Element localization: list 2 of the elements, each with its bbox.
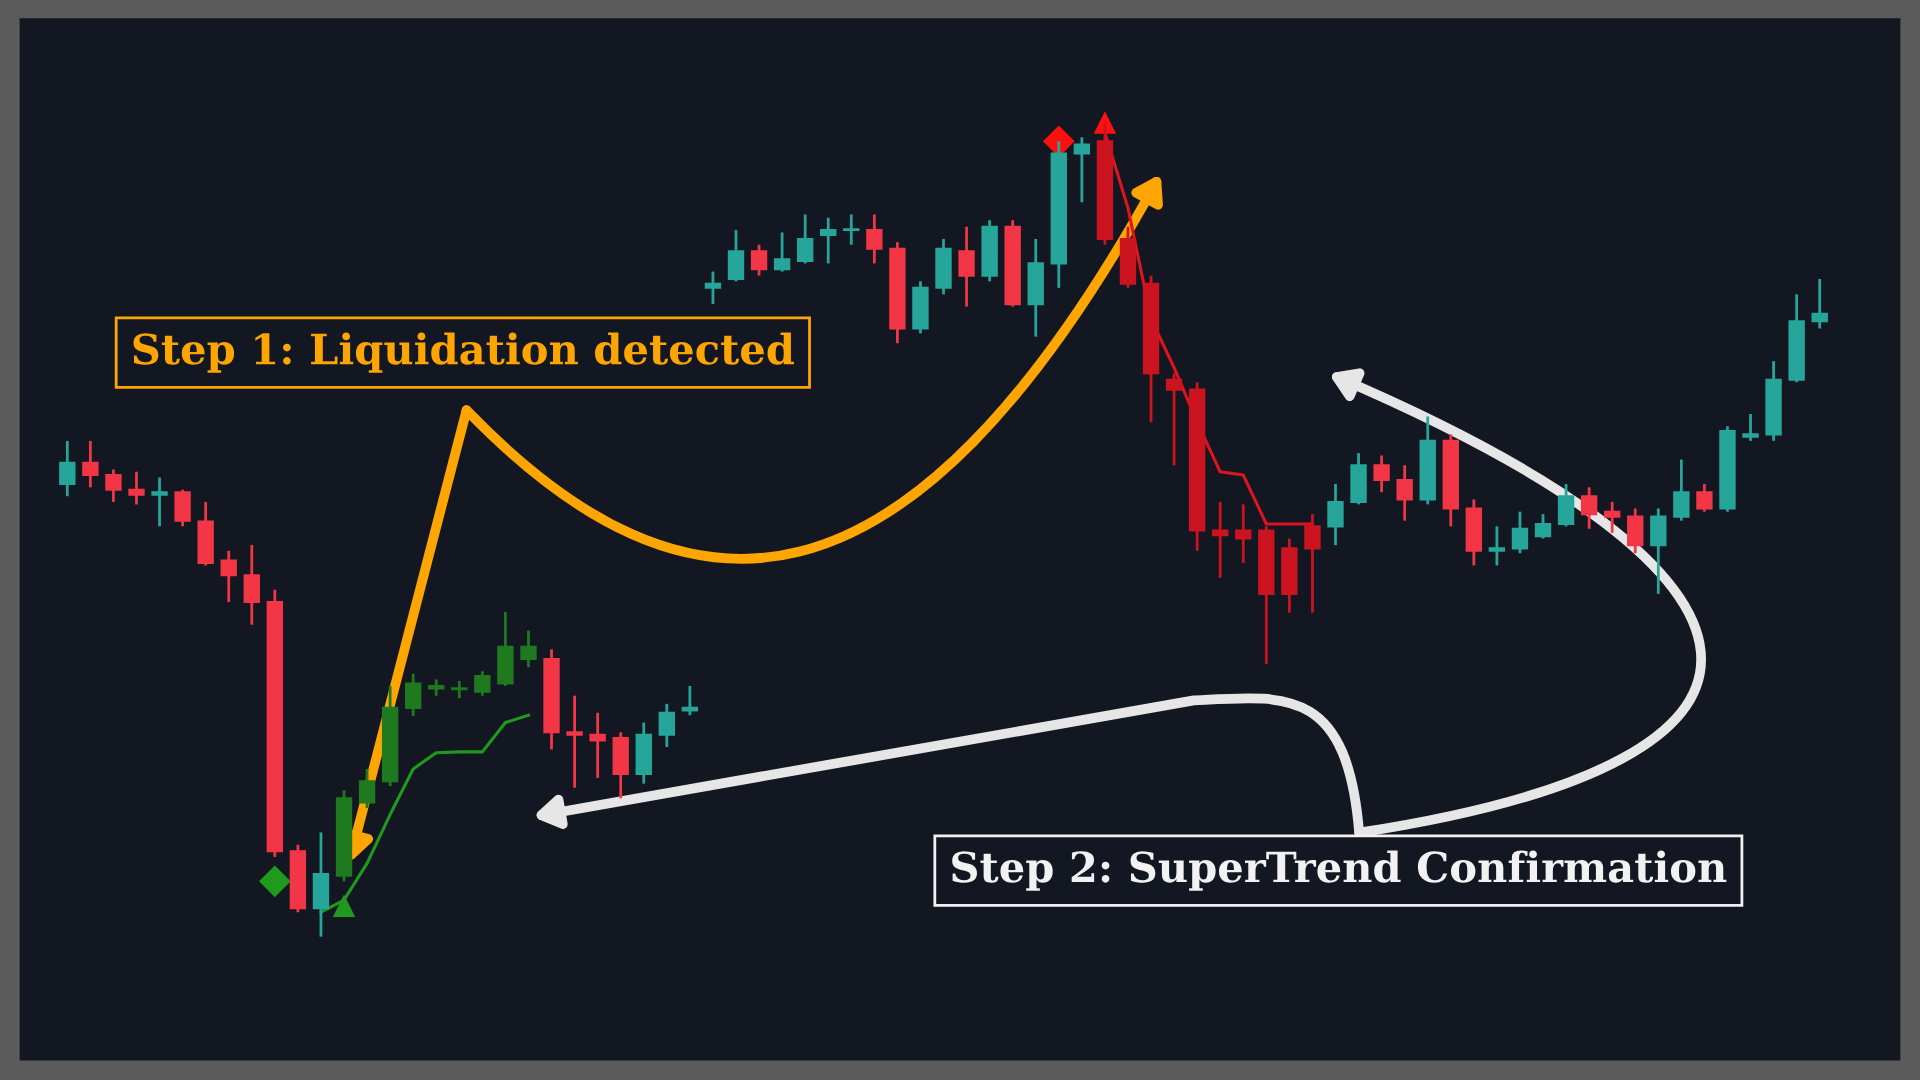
annotation: Step 2: SuperTrend Confirmation (952, 850, 1727, 891)
annotation: Step 1: Liquidation detected (133, 332, 794, 373)
